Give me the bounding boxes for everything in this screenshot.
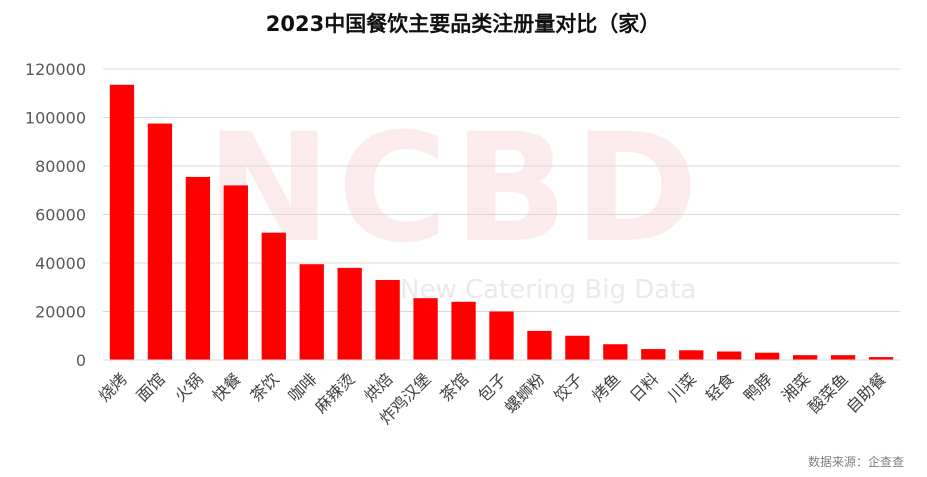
- x-tick-label: 火锅: [171, 369, 207, 405]
- bar: [223, 185, 248, 360]
- bar: [261, 232, 286, 360]
- source-note: 数据来源：企查查: [808, 454, 904, 469]
- x-tick-label: 日料: [626, 369, 662, 405]
- bar: [830, 355, 856, 360]
- x-tick-label: 烤鱼: [588, 369, 624, 405]
- y-tick-label: 60000: [35, 206, 86, 225]
- bar: [641, 349, 666, 360]
- x-tick-label: 酸菜鱼: [805, 369, 852, 416]
- bar: [565, 335, 590, 360]
- x-tick-label: 麻辣烫: [311, 369, 358, 416]
- x-tick-label: 饺子: [550, 369, 586, 405]
- x-tick-label: 螺蛳粉: [501, 369, 548, 416]
- bar: [792, 355, 818, 360]
- x-tick-label: 快餐: [209, 369, 245, 405]
- watermark: NCBD New Catering Big Data: [206, 102, 704, 305]
- bar: [147, 123, 173, 360]
- y-tick-label: 100000: [25, 109, 86, 128]
- x-tick-label: 烧烤: [95, 369, 131, 405]
- bars: [109, 84, 894, 360]
- y-tick-label: 40000: [35, 254, 86, 273]
- bar: [527, 330, 552, 360]
- x-tick-label: 自助餐: [842, 369, 889, 416]
- chart-title: 2023中国餐饮主要品类注册量对比（家）: [266, 12, 660, 36]
- bar: [413, 298, 438, 360]
- bar: [489, 311, 514, 360]
- bar: [868, 357, 894, 360]
- bar: [185, 176, 211, 360]
- bar: [109, 84, 135, 360]
- bar: [375, 279, 400, 360]
- bar: [451, 301, 476, 360]
- y-tick-label: 20000: [35, 303, 86, 322]
- x-tick-label: 茶馆: [436, 369, 472, 405]
- x-tick-label: 轻食: [702, 369, 738, 405]
- bar: [755, 352, 780, 360]
- x-tick-label: 川菜: [664, 369, 700, 405]
- bar: [679, 350, 704, 360]
- watermark-logo: NCBD: [206, 102, 704, 276]
- x-tick-label: 鸭脖: [740, 369, 776, 405]
- y-tick-label: 80000: [35, 157, 86, 176]
- x-tick-label: 面馆: [133, 369, 169, 405]
- y-tick-label: 0: [76, 351, 86, 370]
- x-tick-label: 茶饮: [247, 369, 283, 405]
- y-tick-label: 120000: [25, 60, 86, 79]
- bar: [337, 267, 362, 360]
- bar: [717, 351, 742, 360]
- watermark-subtitle: New Catering Big Data: [400, 275, 696, 305]
- bar: [299, 264, 324, 360]
- y-axis: 0 20000 40000 60000 80000 100000 120000: [25, 60, 86, 370]
- bar: [603, 344, 628, 360]
